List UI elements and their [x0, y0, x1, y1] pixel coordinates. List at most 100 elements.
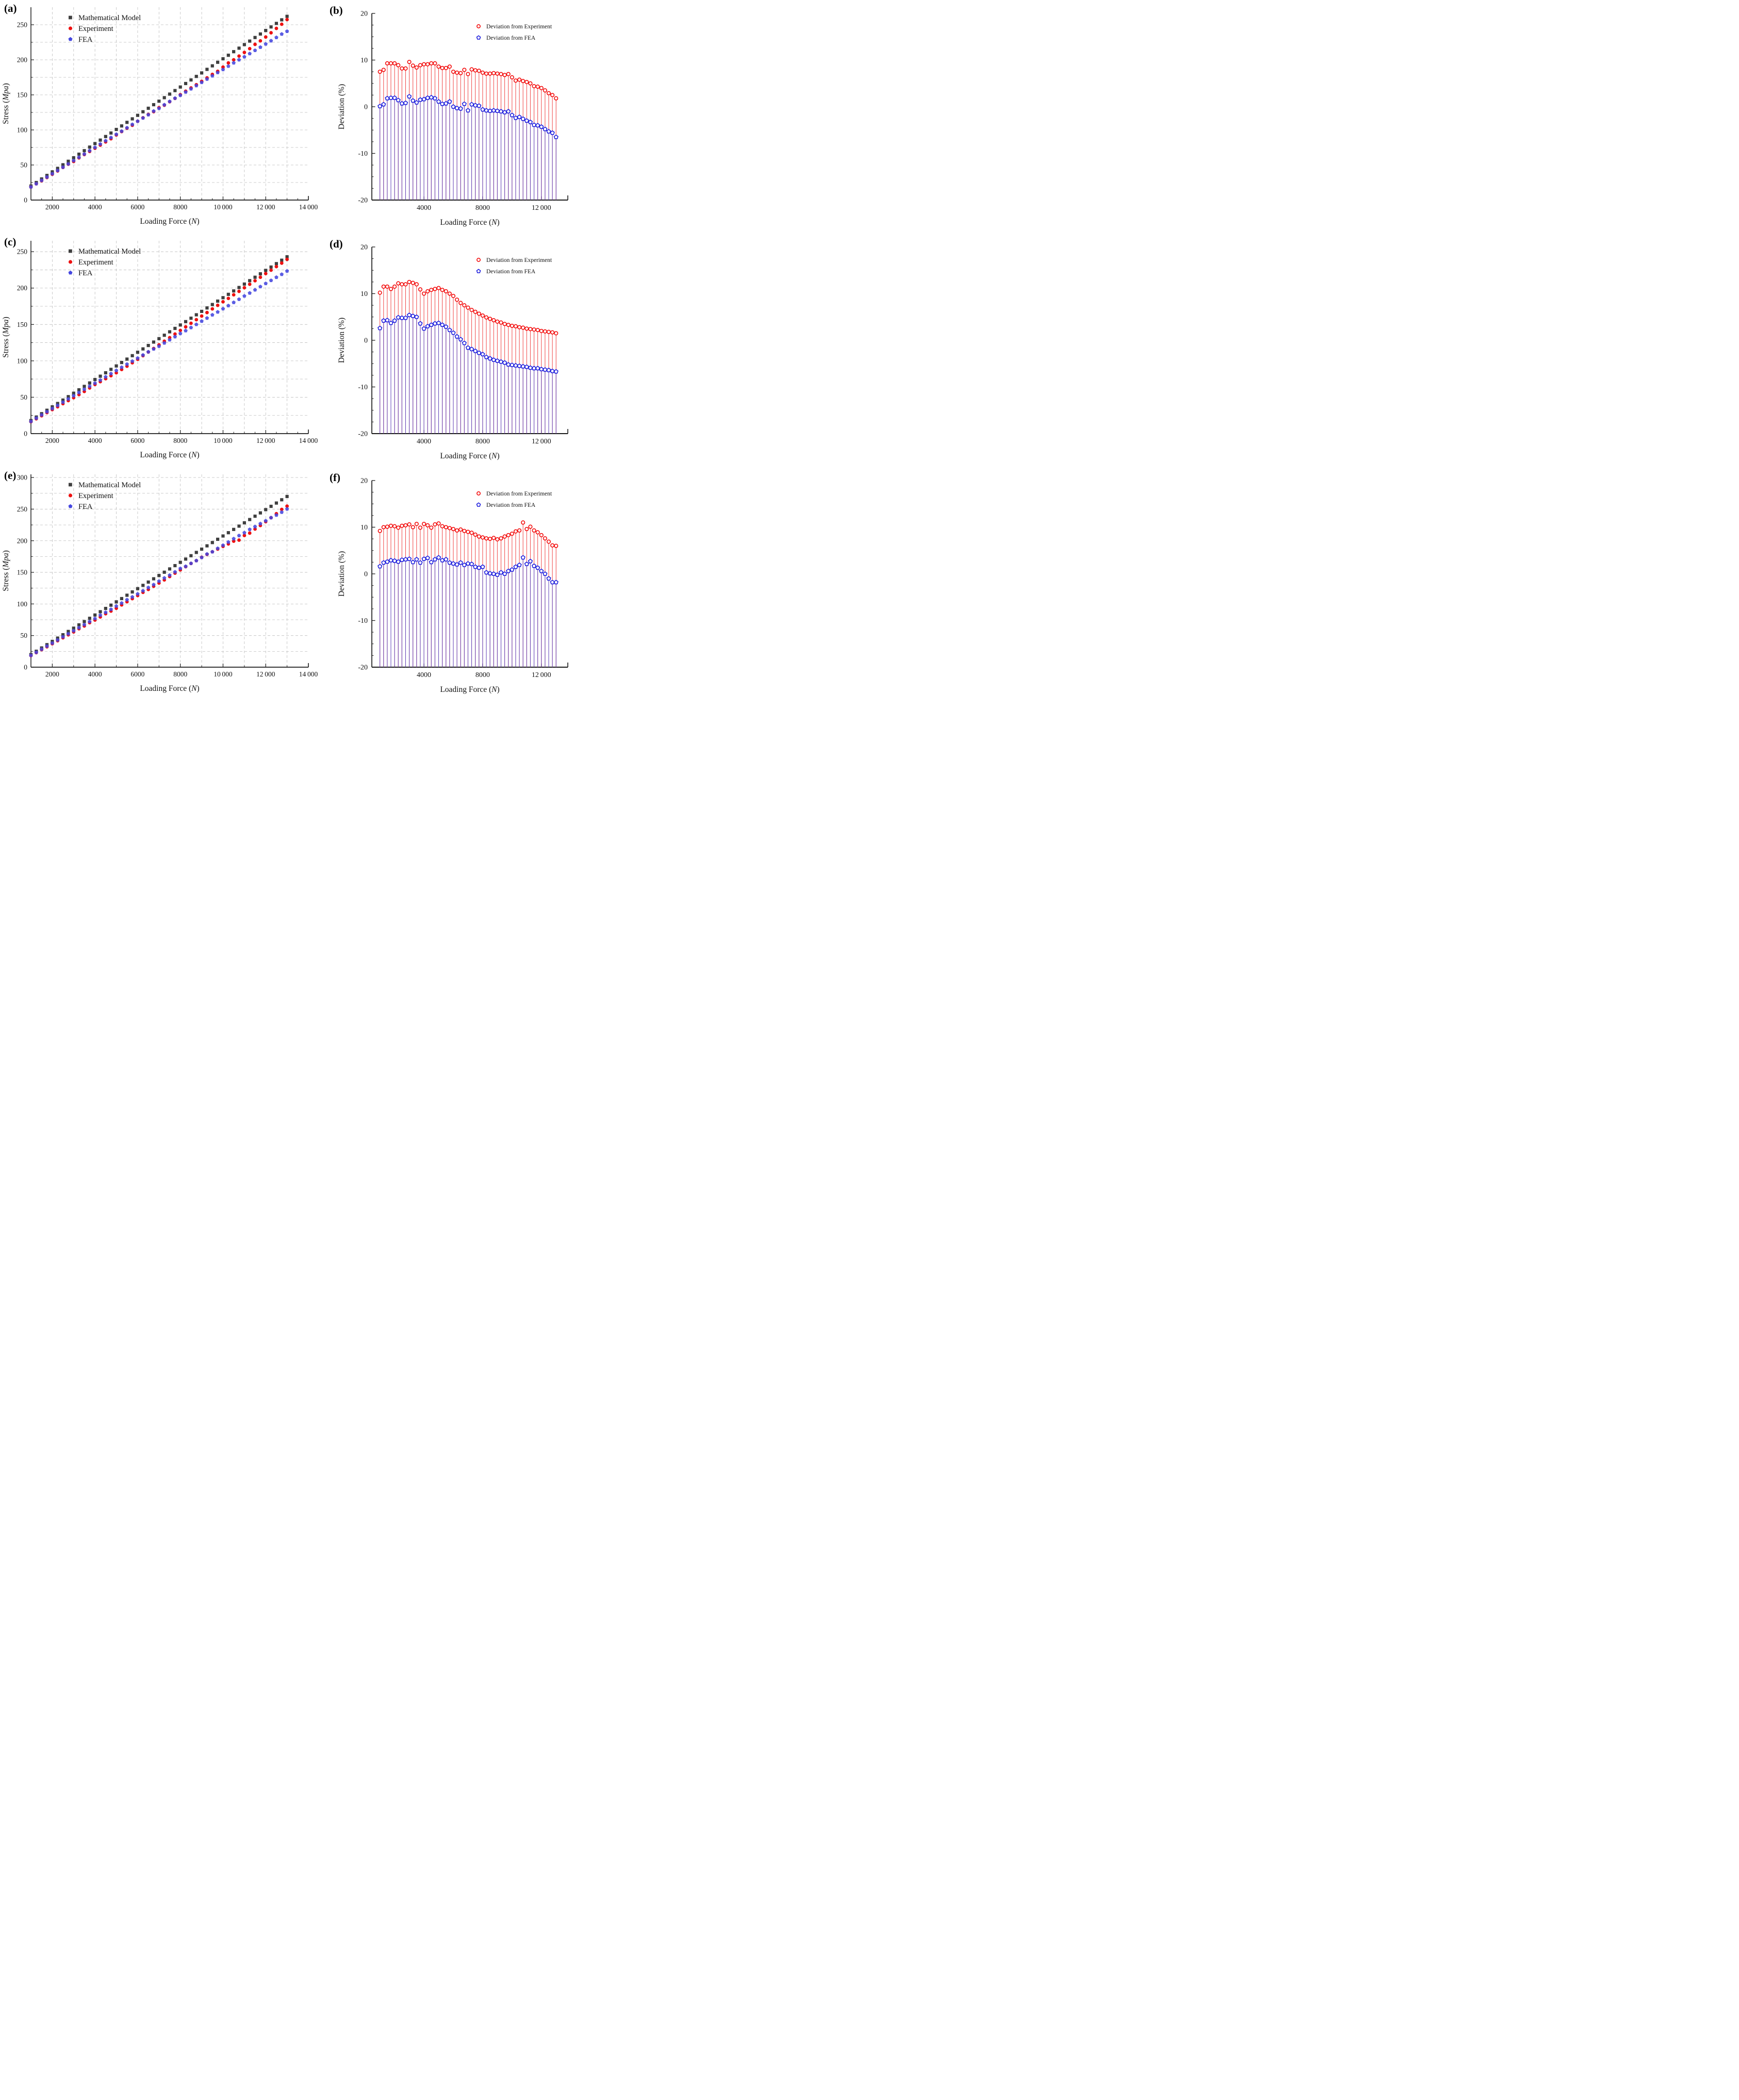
- model-point: [232, 289, 236, 293]
- deviation-experiment-point: [378, 290, 382, 295]
- x-tick-label: 10 000: [214, 203, 233, 211]
- x-tick-label: 8000: [173, 437, 187, 444]
- deviation-fea-point: [429, 95, 434, 100]
- fea-point: [82, 152, 87, 156]
- model-point: [221, 534, 225, 538]
- x-tick-label: 8000: [475, 204, 490, 212]
- model-point: [189, 317, 193, 320]
- legend-label: Deviation from FEA: [486, 35, 536, 41]
- axes: [30, 474, 309, 668]
- deviation-fea-point: [513, 115, 518, 120]
- fea-point: [168, 573, 172, 577]
- deviation-experiment-point: [455, 297, 460, 302]
- model-point: [141, 347, 145, 351]
- deviation-fea-point: [531, 563, 537, 568]
- x-tick-label: 2000: [45, 670, 59, 678]
- fea-point: [205, 77, 209, 81]
- deviation-fea-point: [506, 109, 511, 113]
- experiment-point: [285, 18, 289, 22]
- fea-point: [45, 644, 49, 648]
- fea-point: [93, 616, 97, 620]
- fea-point: [274, 275, 278, 279]
- deviation-experiment-point: [403, 66, 408, 71]
- deviation-fea-point: [447, 560, 452, 565]
- fea-point: [221, 67, 225, 72]
- deviation-experiment-point: [436, 64, 441, 69]
- fea-point: [194, 558, 199, 563]
- model-point: [285, 14, 289, 18]
- deviation-experiment-point: [414, 522, 419, 526]
- model-point: [114, 364, 118, 368]
- model-point: [152, 577, 156, 581]
- y-tick-label: -20: [358, 197, 368, 205]
- deviation-experiment-point: [469, 67, 474, 72]
- deviation-experiment-point: [447, 291, 452, 296]
- x-tick-label: 8000: [173, 203, 187, 211]
- model-point: [280, 258, 284, 262]
- deviation-fea-point: [477, 565, 482, 570]
- fea-point: [109, 607, 113, 611]
- deviation-experiment-point: [543, 536, 547, 541]
- deviation-fea-point: [477, 103, 482, 108]
- figure-row-3: (e) 2000 4000 6000 8000 10 000 12 000 14 000 0 5…: [0, 467, 580, 701]
- model-point: [248, 39, 252, 43]
- deviation-fea-point: [539, 367, 544, 372]
- model-point: [269, 265, 273, 269]
- deviation-experiment-point: [499, 72, 503, 76]
- model-point: [99, 374, 102, 378]
- deviation-fea-point: [528, 120, 533, 124]
- model-point: [194, 313, 198, 317]
- fea-point: [45, 175, 49, 179]
- legend: Deviation from Experiment Deviation from …: [476, 491, 552, 508]
- fea-point: [66, 396, 71, 401]
- series-mathematical-model: [29, 494, 289, 656]
- fea-point: [50, 172, 55, 176]
- model-point: [178, 323, 182, 327]
- fea-point: [221, 306, 225, 311]
- experiment-point: [285, 504, 289, 508]
- experiment-point: [248, 531, 252, 535]
- fea-point: [285, 29, 289, 33]
- deviation-experiment-point: [436, 286, 441, 290]
- deviation-experiment-point: [488, 537, 493, 541]
- deviation-experiment-point: [524, 326, 529, 331]
- deviation-experiment-point: [411, 63, 415, 68]
- legend-label: Experiment: [78, 258, 113, 267]
- stems-deviation-fea: [380, 315, 556, 434]
- model-point: [120, 597, 123, 601]
- model-point: [93, 142, 97, 145]
- stems-deviation-fea: [380, 557, 556, 667]
- deviation-experiment-point: [466, 305, 470, 310]
- fea-point: [200, 80, 204, 85]
- x-tick-label: 6000: [130, 437, 144, 444]
- fea-point: [205, 552, 209, 556]
- x-tick-label: 10 000: [214, 670, 233, 678]
- deviation-fea-point: [454, 562, 460, 567]
- model-point: [242, 43, 246, 46]
- legend-label: FEA: [78, 503, 93, 511]
- deviation-fea-point: [381, 102, 386, 107]
- x-axis-label: Loading Force (N): [140, 451, 199, 459]
- axes: [371, 481, 568, 668]
- x-axis-label: Loading Force (N): [440, 685, 499, 694]
- deviation-experiment-point: [396, 281, 401, 286]
- model-point: [168, 92, 172, 96]
- deviation-fea-point: [520, 555, 526, 560]
- deviation-experiment-point: [414, 65, 419, 70]
- deviation-fea-point: [473, 348, 478, 353]
- model-point: [162, 96, 166, 100]
- model-point: [77, 623, 81, 627]
- fea-point: [39, 647, 44, 651]
- legend: Mathematical Model Experiment FEA: [68, 481, 141, 511]
- deviation-fea-point: [414, 100, 419, 105]
- fea-point: [141, 115, 145, 120]
- fea-point: [216, 310, 220, 314]
- deviation-experiment-point: [469, 308, 474, 312]
- fea-point: [61, 635, 65, 639]
- deviation-experiment-point: [554, 96, 559, 101]
- model-point: [242, 521, 246, 525]
- y-tick-label: 20: [360, 244, 368, 252]
- y-tick-label: 10: [360, 57, 368, 64]
- fea-point: [194, 322, 199, 326]
- fea-point: [152, 109, 156, 113]
